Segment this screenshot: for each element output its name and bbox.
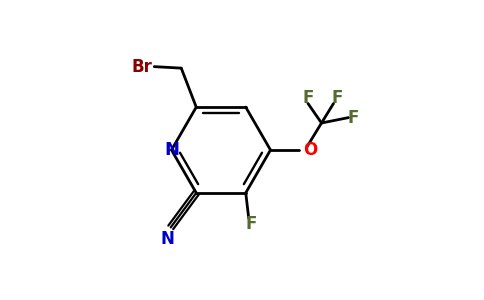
Text: F: F <box>332 89 343 107</box>
Text: N: N <box>161 230 175 248</box>
Text: F: F <box>245 215 257 233</box>
Text: O: O <box>303 141 317 159</box>
Text: Br: Br <box>132 58 153 76</box>
Text: F: F <box>302 89 314 107</box>
Text: F: F <box>348 109 359 127</box>
Text: N: N <box>164 141 179 159</box>
